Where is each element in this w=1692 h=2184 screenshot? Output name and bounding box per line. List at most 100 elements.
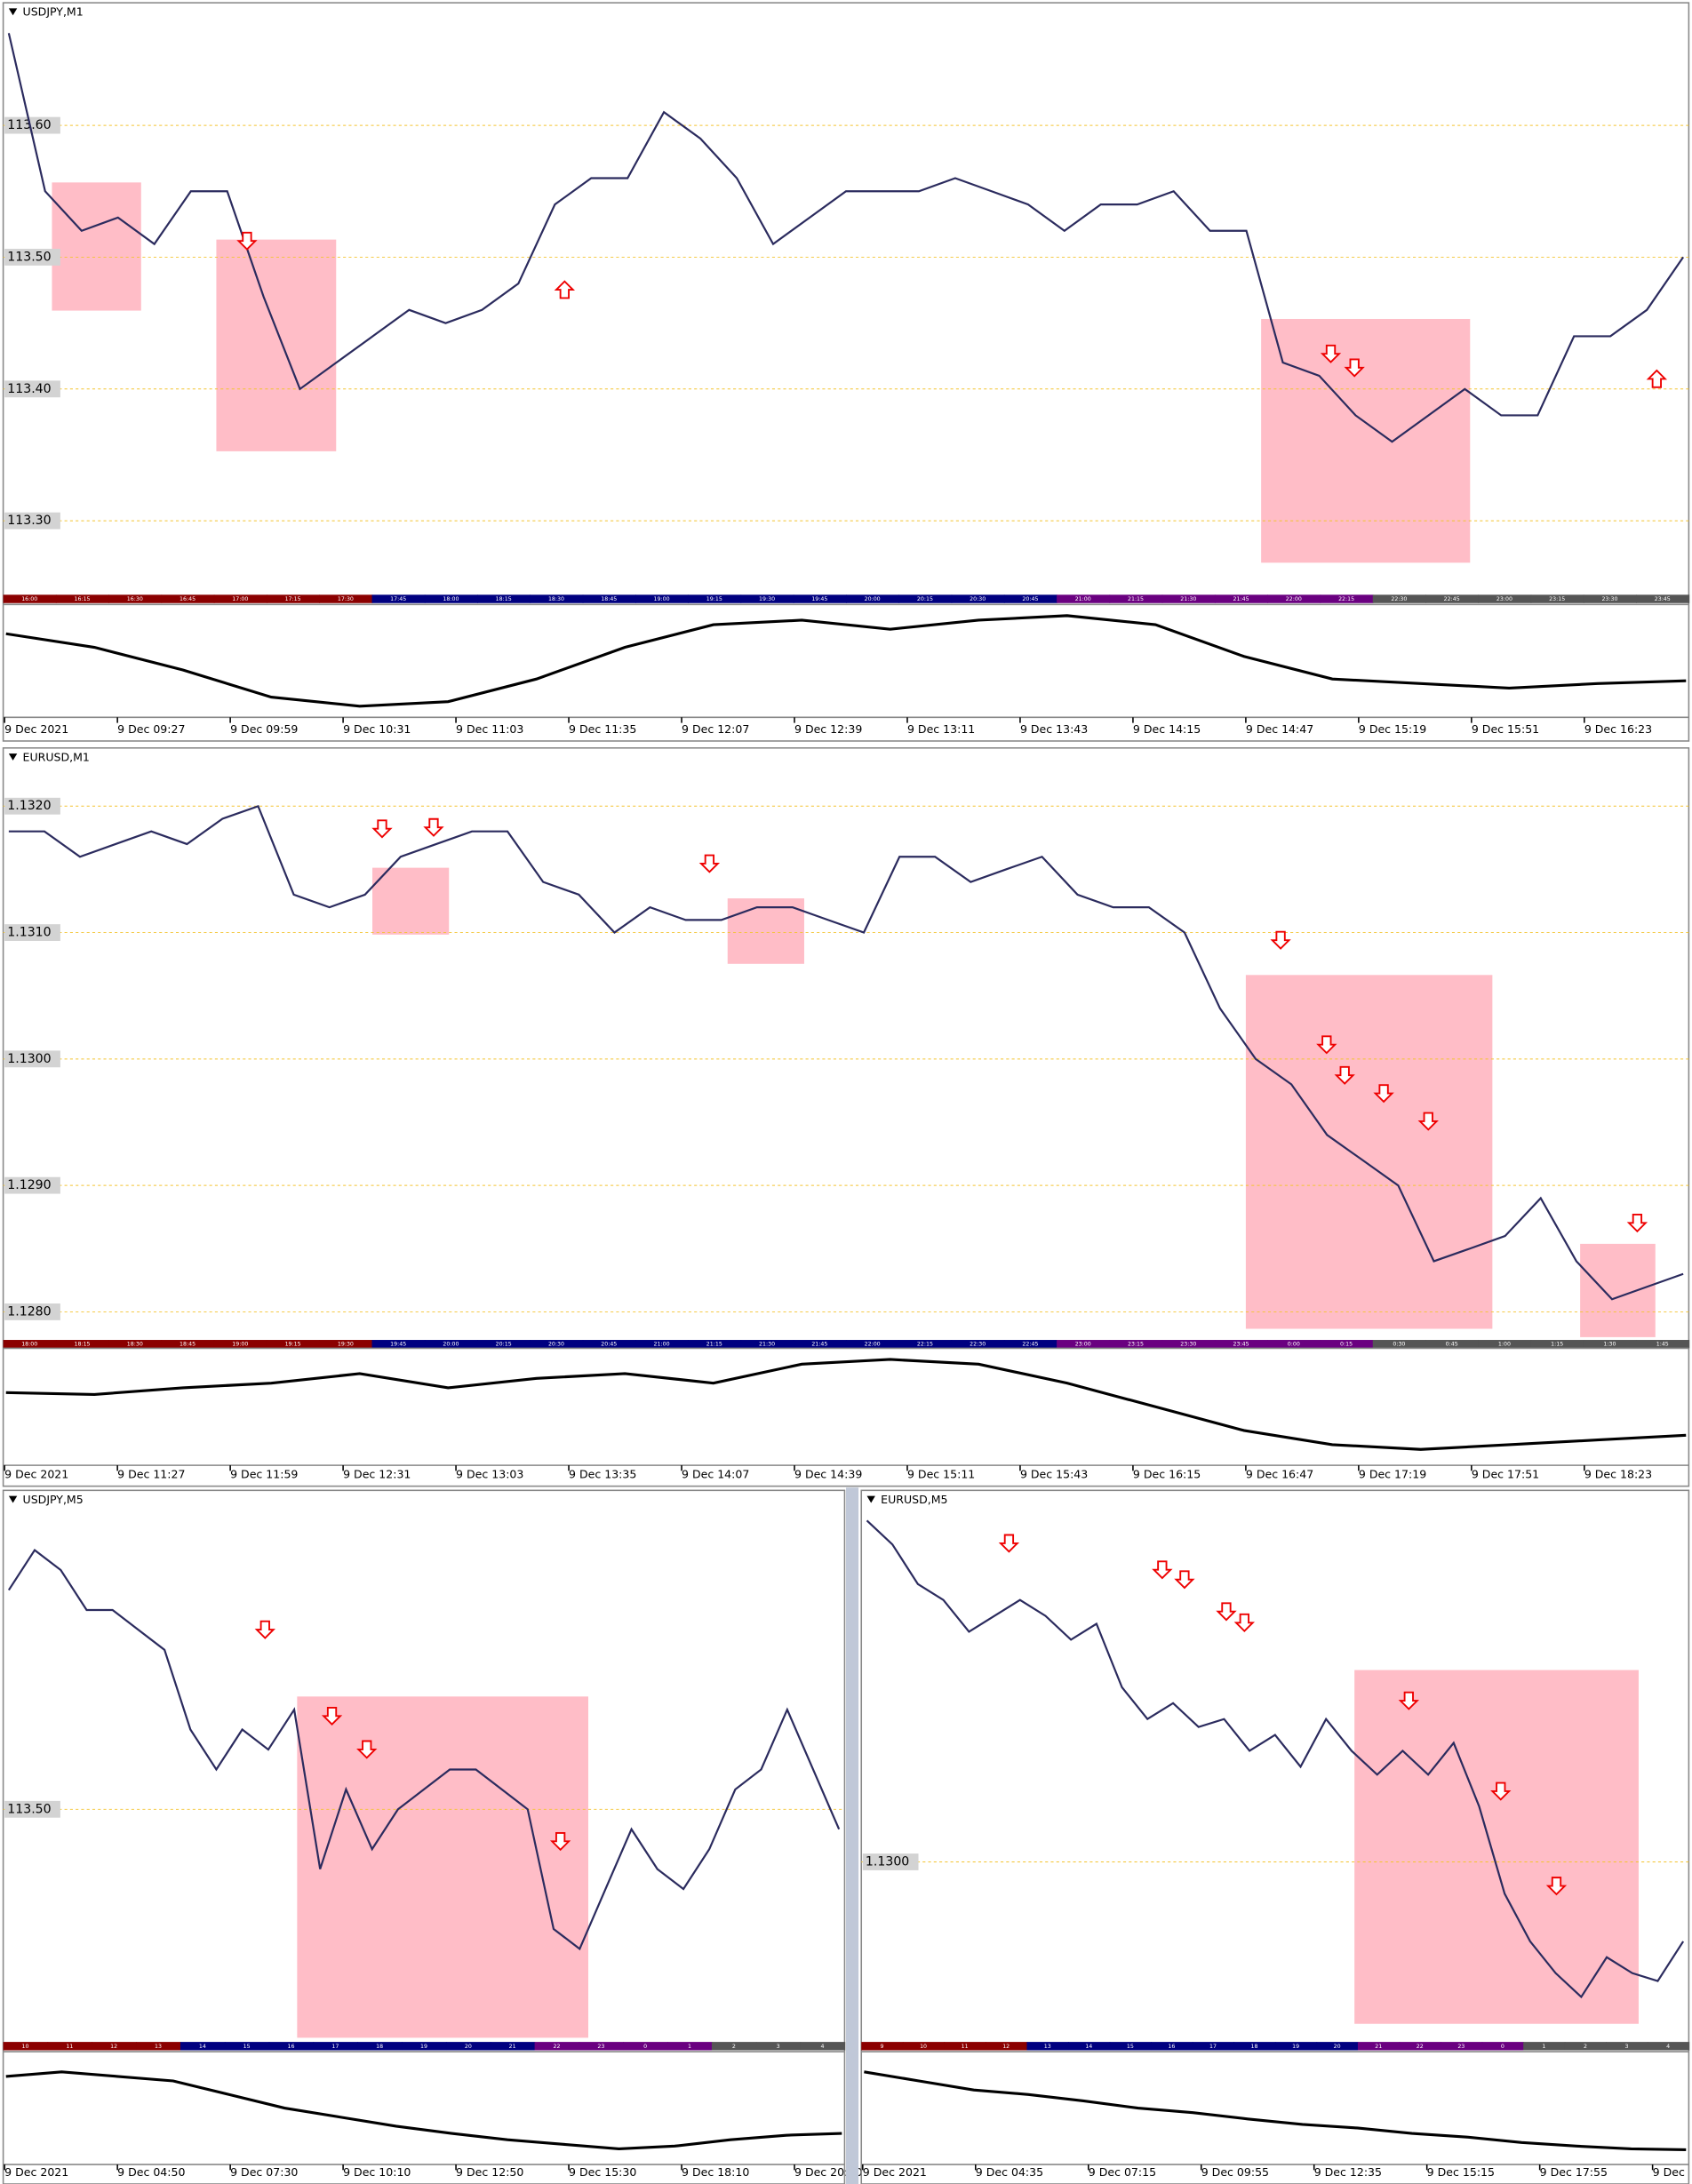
date-label: 9 Dec 13:35 [569, 1468, 636, 1481]
session-label: 18:00 [443, 596, 459, 602]
sell-arrow [1373, 1084, 1394, 1104]
session-label: 1:00 [1498, 1342, 1511, 1348]
session-label: 20:15 [496, 1342, 512, 1348]
session-bar [755, 2042, 802, 2051]
date-label: 9 Dec 12:07 [682, 722, 749, 736]
oscillator-line [864, 2070, 1687, 2152]
session-bar [1161, 594, 1216, 603]
date-label: 9 Dec 10:31 [343, 722, 411, 736]
highlight-zone [1580, 1243, 1656, 1337]
session-label: 14 [1085, 2044, 1092, 2050]
session-bar [319, 594, 373, 603]
session-label: 3 [1625, 2044, 1629, 2050]
session-bar [1425, 1340, 1480, 1349]
sell-arrow [1334, 1065, 1355, 1085]
price-line [7, 1548, 841, 1951]
session-bar [108, 594, 163, 603]
session-bar [1372, 594, 1426, 603]
session-bar [793, 1340, 847, 1349]
session-bar [3, 594, 57, 603]
session-bar [898, 594, 953, 603]
session-label: 19:30 [759, 596, 775, 602]
session-bar [1161, 1340, 1216, 1349]
session-label: 16 [288, 2044, 295, 2050]
pane-title: USDJPY,M1 [23, 5, 84, 19]
session-bar [582, 594, 636, 603]
session-bar [424, 1340, 478, 1349]
session-bar [1425, 594, 1480, 603]
session-bar [530, 1340, 584, 1349]
session-label: 9 [881, 2044, 884, 2050]
date-label: 9 Dec 15:51 [1472, 722, 1539, 736]
session-label: 17:15 [285, 596, 301, 602]
sell-arrow [1398, 1691, 1419, 1710]
session-label: 10 [22, 2044, 29, 2050]
session-label: 20 [1334, 2044, 1341, 2050]
session-bar [1441, 2042, 1483, 2051]
session-bar [1530, 594, 1584, 603]
sell-arrow [423, 817, 444, 837]
session-label: 17 [331, 2044, 339, 2050]
session-label: 13 [155, 2044, 162, 2050]
session-label: 21 [1375, 2044, 1382, 2050]
session-label: 18:30 [548, 596, 564, 602]
date-label: 9 Dec 17:19 [1359, 1468, 1426, 1481]
session-label: 22 [554, 2044, 561, 2050]
session-bar [371, 594, 426, 603]
session-label: 2 [1584, 2044, 1587, 2050]
session-bar [1647, 2042, 1690, 2051]
date-label: 9 Dec 15:43 [1020, 1468, 1088, 1481]
session-bar [319, 1340, 373, 1349]
date-label: 9 Dec 13:11 [907, 722, 975, 736]
date-label: 9 Dec 17:55 [1540, 2165, 1608, 2179]
session-label: 23:30 [1180, 1342, 1196, 1348]
pane-title-bg [4, 1491, 102, 1508]
date-label: 9 Dec 07:30 [230, 2165, 298, 2179]
date-label: 9 Dec 10:10 [343, 2165, 411, 2179]
session-label: 10 [920, 2044, 927, 2050]
date-label: 9 Dec 15:11 [907, 1468, 975, 1481]
highlight-zone [1261, 318, 1471, 563]
session-bar [108, 1340, 163, 1349]
session-bar [846, 1340, 900, 1349]
session-label: 22 [1417, 2044, 1424, 2050]
session-label: 23:45 [1655, 596, 1671, 602]
price-label-box [4, 1050, 60, 1068]
session-bar [3, 1340, 57, 1349]
session-bar [634, 594, 689, 603]
session-bar [793, 594, 847, 603]
session-label: 21:00 [1075, 596, 1091, 602]
session-bar [1057, 594, 1111, 603]
session-bar [1214, 1340, 1268, 1349]
sell-arrow [321, 1706, 343, 1726]
session-label: 22:00 [865, 1342, 881, 1348]
session-label: 14 [199, 2044, 206, 2050]
session-label: 21:30 [1180, 596, 1196, 602]
session-label: 18:15 [496, 596, 512, 602]
session-bar [1003, 1340, 1058, 1349]
highlight-zone [297, 1696, 588, 2038]
session-bar [951, 594, 1005, 603]
date-label: 9 Dec 20:50 [794, 2165, 862, 2179]
session-bar [1481, 2042, 1524, 2051]
session-bar [944, 2042, 986, 2051]
pane-title: EURUSD,M1 [23, 750, 90, 763]
price-line [866, 1519, 1685, 1999]
date-label: 9 Dec 2021 [4, 1468, 68, 1481]
date-label: 9 Dec 04:50 [117, 2165, 185, 2179]
buy-arrow [1646, 369, 1668, 388]
session-bar [3, 2042, 49, 2051]
sell-arrow [1174, 1570, 1195, 1590]
sell-arrow [1320, 344, 1342, 363]
price-label: 1.1310 [7, 926, 51, 940]
session-label: 23:15 [1128, 1342, 1144, 1348]
session-label: 0 [643, 2044, 647, 2050]
sell-arrow [1417, 1112, 1439, 1131]
session-label: 20:45 [1022, 596, 1038, 602]
price-line [7, 33, 1685, 443]
pane-title-bg [4, 749, 102, 765]
session-bar [477, 594, 531, 603]
session-bar [1583, 1340, 1637, 1349]
session-label: 3 [777, 2044, 780, 2050]
session-label: 19:15 [706, 596, 722, 602]
